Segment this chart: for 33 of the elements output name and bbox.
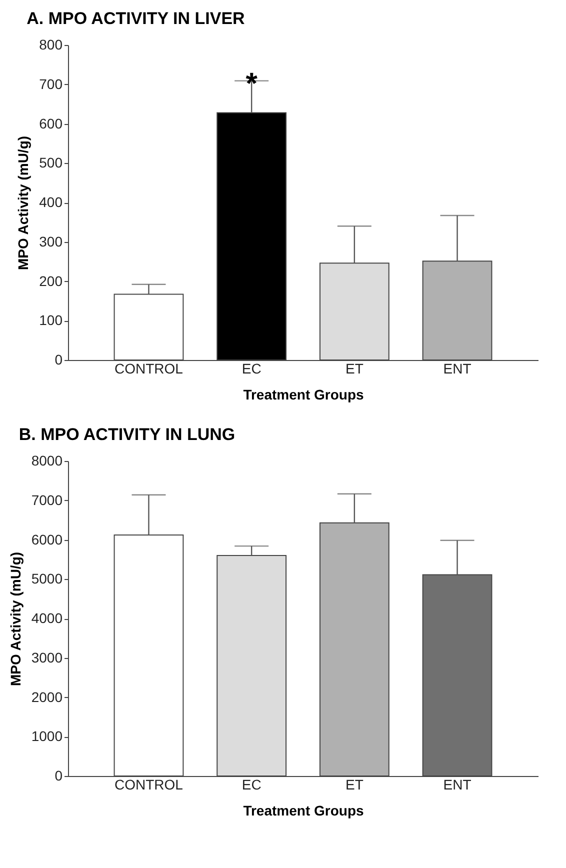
y-tick-label: 600 <box>39 115 63 132</box>
y-tick-label: 400 <box>39 194 63 210</box>
y-tick-label: 0 <box>54 352 63 368</box>
x-axis-title: Treatment Groups <box>243 802 364 818</box>
y-axis-title: MPO Activity (mU/g) <box>15 136 32 270</box>
y-tick-label: 7000 <box>31 492 63 508</box>
y-tick-label: 0 <box>54 768 63 784</box>
x-tick-label: EC <box>242 776 262 792</box>
y-tick-label: 300 <box>39 233 63 250</box>
y-tick-label: 200 <box>39 272 63 289</box>
y-tick-label: 4000 <box>31 610 63 626</box>
y-tick-label: 500 <box>39 154 63 171</box>
y-tick-label: 5000 <box>31 570 63 587</box>
x-axis-title: Treatment Groups <box>243 386 364 402</box>
y-axis-title: MPO Activity (mU/g) <box>7 552 24 686</box>
x-tick-label: ET <box>345 360 364 376</box>
y-tick-label: 8000 <box>31 452 63 468</box>
y-tick-label: 1000 <box>31 728 63 744</box>
y-tick-label: 700 <box>39 76 63 92</box>
y-tick-label: 2000 <box>31 688 63 705</box>
x-tick-label: CONTROL <box>114 776 184 792</box>
chart-title: A. MPO ACTIVITY IN LIVER <box>26 9 245 28</box>
chart-title: B. MPO ACTIVITY IN LUNG <box>18 425 236 444</box>
y-tick-label: 6000 <box>31 531 63 548</box>
x-tick-label: ENT <box>443 776 472 792</box>
y-tick-label: 3000 <box>31 649 63 666</box>
y-tick-label: 800 <box>39 36 63 52</box>
x-tick-label: ENT <box>443 360 472 376</box>
x-tick-label: ET <box>345 776 364 792</box>
x-tick-label: CONTROL <box>114 360 184 376</box>
annotation: * <box>246 67 258 100</box>
y-tick-label: 100 <box>39 312 63 328</box>
x-tick-label: EC <box>242 360 262 376</box>
